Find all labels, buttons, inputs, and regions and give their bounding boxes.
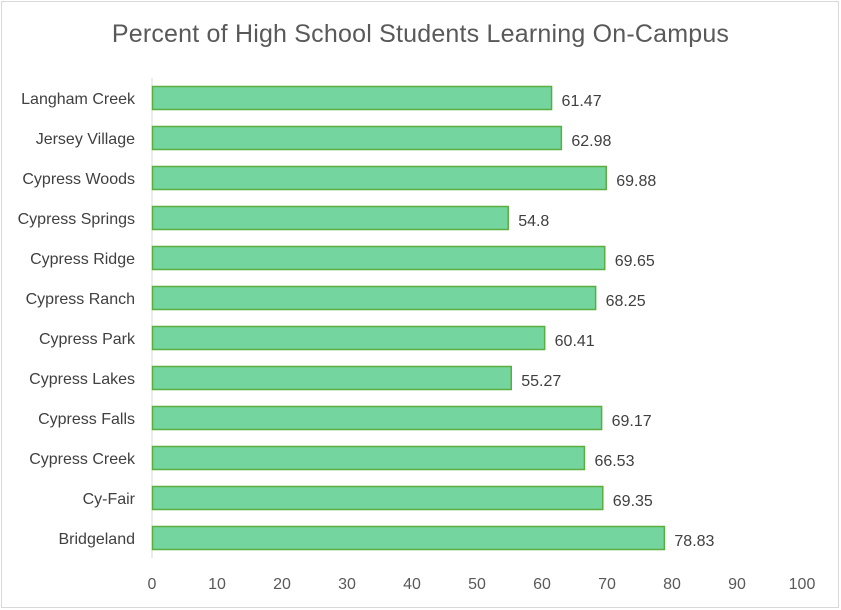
labels-layer: 0 10 20 30 40 50 60 70 80 90 100 Langham Creek 61.47…: [18, 91, 816, 593]
bar: [151, 405, 603, 431]
data-label: 68.25: [606, 293, 646, 310]
bar: [151, 445, 586, 471]
x-tick-label: 80: [663, 576, 681, 593]
data-label: 62.98: [571, 133, 611, 150]
category-label: Langham Creek: [21, 91, 136, 108]
x-tick-label: 30: [338, 576, 356, 593]
bar: [151, 125, 563, 151]
bar: [151, 285, 597, 311]
x-tick-label: 70: [598, 576, 616, 593]
category-label: Cypress Ridge: [30, 251, 135, 268]
x-tick-label: 40: [403, 576, 421, 593]
x-tick-label: 100: [789, 576, 816, 593]
category-label: Cypress Park: [39, 331, 136, 348]
category-label: Cypress Creek: [29, 451, 136, 468]
category-label: Jersey Village: [36, 131, 135, 148]
bar: [151, 165, 607, 191]
bar: [151, 525, 666, 551]
category-label: Cypress Ranch: [26, 291, 135, 308]
x-tick-label: 20: [273, 576, 291, 593]
x-tick-label: 0: [148, 576, 157, 593]
data-label: 55.27: [521, 373, 561, 390]
x-tick-label: 10: [208, 576, 226, 593]
data-label: 54.8: [518, 213, 549, 230]
category-label: Cypress Falls: [38, 411, 135, 428]
category-label: Cypress Lakes: [29, 371, 135, 388]
x-tick-label: 60: [533, 576, 551, 593]
bar: [151, 365, 513, 391]
x-tick-label: 50: [468, 576, 486, 593]
bars-layer: [151, 85, 666, 551]
data-label: 69.65: [615, 253, 655, 270]
bar: [151, 245, 606, 271]
x-tick-label: 90: [728, 576, 746, 593]
data-label: 60.41: [555, 333, 595, 350]
data-label: 78.83: [674, 533, 714, 550]
data-label: 69.88: [616, 173, 656, 190]
bar: [151, 325, 546, 351]
data-label: 69.17: [612, 413, 652, 430]
category-label: Cypress Springs: [18, 211, 135, 228]
bar: [151, 485, 604, 511]
category-label: Cy-Fair: [83, 491, 136, 508]
chart-title: Percent of High School Students Learning…: [111, 20, 730, 48]
category-label: Bridgeland: [59, 531, 136, 548]
data-label: 69.35: [613, 493, 653, 510]
data-label: 66.53: [594, 453, 634, 470]
category-label: Cypress Woods: [22, 171, 135, 188]
bar: [151, 205, 509, 231]
bar: [151, 85, 553, 111]
data-label: 61.47: [562, 93, 602, 110]
